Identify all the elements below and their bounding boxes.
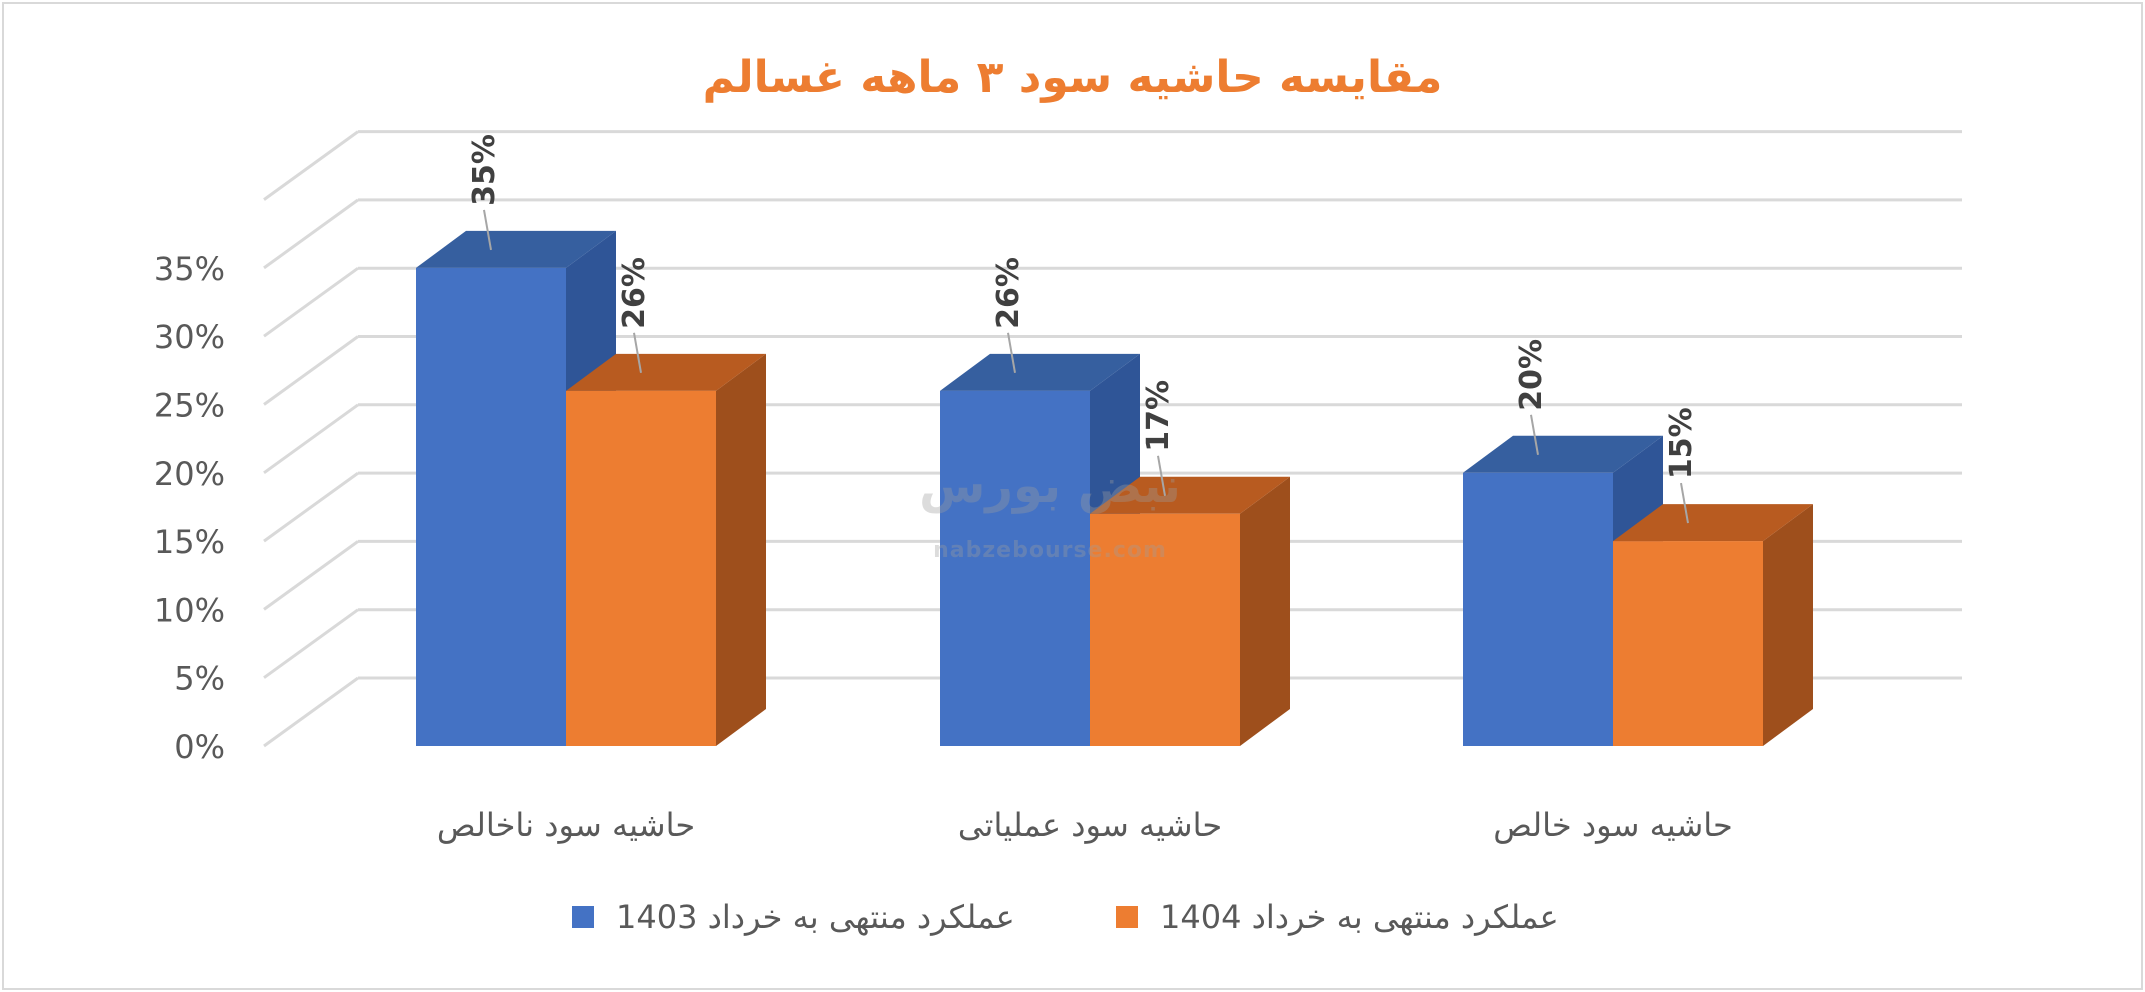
y-tick-label: 5% [174,660,225,698]
legend-item-1404: عملکرد منتهی به خرداد 1404 [1116,892,1559,942]
legend-label-1403: عملکرد منتهی به خرداد 1403 [616,898,1015,936]
data-label: 17% [1141,380,1176,452]
y-tick-label: 25% [154,387,225,425]
bar [940,390,1090,746]
x-category-label: حاشیه سود ناخالص [437,806,695,844]
gridline-depth [263,335,359,406]
y-axis-ticks: 0% 5% 10% 15% 20% 25% 30% 35% [154,250,225,766]
x-category-label: حاشیه سود خالص [1493,806,1733,844]
chart-legend: عملکرد منتهی به خرداد 1403 عملکرد منتهی … [0,892,2145,942]
gridline-depth [263,266,359,338]
bar-top [1613,504,1813,542]
x-axis-categories: حاشیه سود ناخالص حاشیه سود عملیاتی حاشیه س… [437,806,1733,844]
data-labels: 35% 26% 26% 17% 20% 15% [467,134,1699,524]
gridline-depth [263,608,359,679]
y-tick-label: 35% [154,250,225,288]
bar-side [716,353,766,746]
bar-top [940,353,1140,391]
data-label: 26% [617,257,652,329]
data-label: 15% [1664,407,1699,479]
bars [416,230,1813,746]
bar-side [1240,476,1290,746]
bar-side [1763,504,1813,746]
bar-top [566,353,766,391]
legend-swatch-1403 [572,906,594,928]
y-tick-label: 20% [154,455,225,493]
data-label: 35% [467,134,502,206]
data-label-leader [1157,455,1166,496]
y-tick-label: 0% [174,728,225,766]
legend-label-1404: عملکرد منتهی به خرداد 1404 [1160,898,1559,936]
data-label: 20% [1514,339,1549,411]
bar [1613,541,1763,746]
data-label-leader [1680,482,1689,524]
gridline-depth [263,471,359,543]
gridline-depth [263,540,359,611]
bar [416,267,566,746]
gridline-depth [263,676,359,748]
bar [1463,472,1613,746]
legend-swatch-1404 [1116,906,1138,928]
bar-top [416,230,616,268]
bar-top [1463,435,1663,473]
bar [1090,513,1240,746]
chart-title: مقایسه حاشیه سود ۳ ماهه غسالم [702,52,1443,103]
bar-top [1090,476,1290,514]
data-label-leader [1530,414,1539,455]
y-tick-label: 15% [154,523,225,561]
gridline-depth [263,198,359,270]
data-label: 26% [991,257,1026,329]
gridline-depth [263,403,359,475]
data-label-leader [633,332,642,374]
data-label-leader [483,209,492,251]
legend-item-1403: عملکرد منتهی به خرداد 1403 [572,892,1015,942]
y-tick-label: 30% [154,318,225,356]
y-tick-label: 10% [154,591,225,629]
bar [566,390,716,746]
gridline-depth [263,130,359,201]
x-category-label: حاشیه سود عملیاتی [958,806,1222,844]
data-label-leader [1007,332,1016,374]
